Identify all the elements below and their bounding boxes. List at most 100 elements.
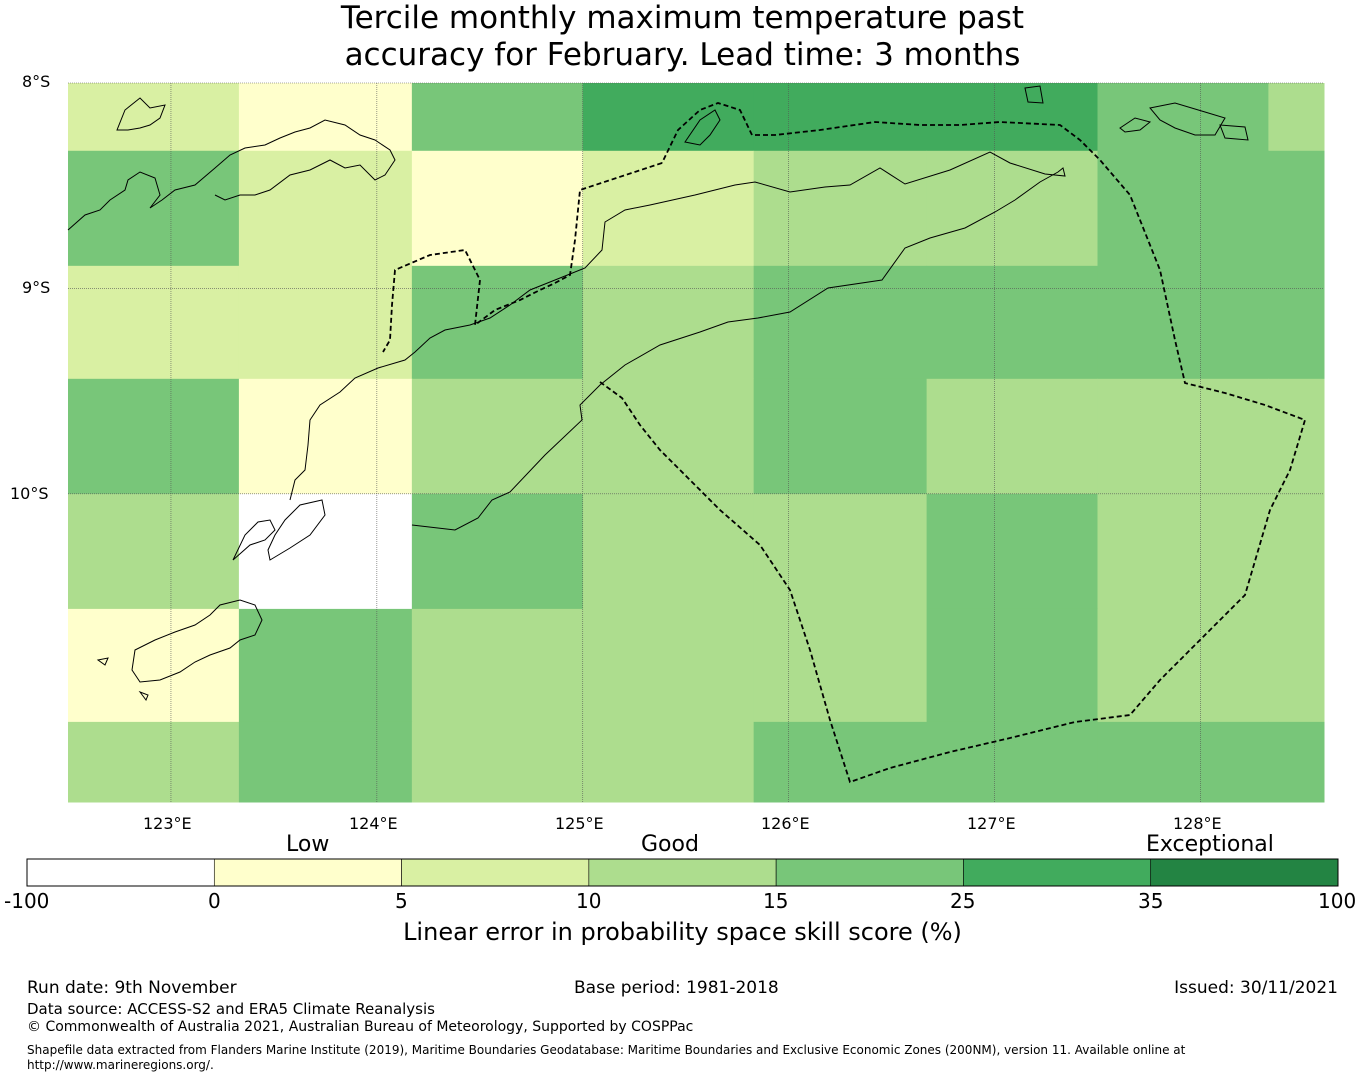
- skill-cell: [753, 608, 928, 723]
- lon-label-128e: 128°E: [1173, 814, 1222, 833]
- skill-cell: [1097, 493, 1269, 610]
- colorbar-tick-0: 0: [208, 889, 221, 913]
- timor-coastline: [289, 151, 1066, 531]
- colorbar-tick-10: 10: [576, 889, 602, 913]
- skill-cell: [926, 265, 1099, 380]
- shapefile-credit: Shapefile data extracted from Flanders M…: [27, 1043, 1185, 1073]
- small-islet: [1024, 85, 1044, 104]
- pantar-coastline: [116, 97, 166, 131]
- skill-cell: [68, 493, 240, 610]
- copyright: © Commonwealth of Australia 2021, Austra…: [27, 1019, 694, 1035]
- skill-cell: [753, 721, 928, 803]
- skill-cell: [582, 378, 755, 495]
- skill-cell: [1097, 150, 1269, 267]
- category-exceptional: Exceptional: [1146, 832, 1274, 857]
- skill-cell: [926, 608, 1099, 723]
- colorbar-label: Linear error in probability space skill …: [403, 918, 962, 946]
- skill-cell: [1097, 378, 1269, 495]
- lon-label-126e: 126°E: [761, 814, 810, 833]
- skill-cell: [1268, 265, 1325, 380]
- skill-grid: [68, 83, 1325, 803]
- skill-cell: [1097, 721, 1269, 803]
- skill-cell: [1268, 493, 1325, 610]
- roti-coastline: [232, 499, 326, 561]
- skill-cell: [68, 83, 240, 152]
- category-good: Good: [641, 832, 699, 857]
- skill-cell: [926, 493, 1099, 610]
- skill-cell: [238, 493, 413, 610]
- colorbar-segment: [588, 858, 777, 887]
- data-source: Data source: ACCESS-S2 and ERA5 Climate …: [27, 1000, 435, 1018]
- skill-cell: [1097, 608, 1269, 723]
- alor-coastline: [67, 119, 396, 231]
- colorbar-segment: [775, 858, 964, 887]
- colorbar-tick-15: 15: [763, 889, 789, 913]
- skill-cell: [68, 721, 240, 803]
- skill-cell: [238, 83, 413, 152]
- timor-leste-eez-boundary: [382, 162, 663, 353]
- skill-cell: [582, 150, 755, 267]
- colorbar-tick-minus100: -100: [4, 889, 50, 913]
- run-date: Run date: 9th November: [27, 978, 237, 998]
- skill-cell: [753, 150, 928, 267]
- skill-cell: [1268, 721, 1325, 803]
- colorbar-tick-25: 25: [950, 889, 976, 913]
- skill-cell: [582, 721, 755, 803]
- skill-cell: [753, 378, 928, 495]
- skill-cell: [1097, 265, 1269, 380]
- skill-cell: [582, 493, 755, 610]
- colorbar-segment: [26, 858, 215, 887]
- shapefile-credit-line-1: Shapefile data extracted from Flanders M…: [27, 1043, 1186, 1057]
- skill-cell: [926, 378, 1099, 495]
- shapefile-credit-line-2: http://www.marineregions.org/.: [27, 1058, 214, 1072]
- skill-cell: [926, 721, 1099, 803]
- lat-label-10s: 10°S: [10, 484, 49, 503]
- skill-cell: [238, 378, 413, 495]
- skill-cell: [582, 265, 755, 380]
- maritime-boundary: [382, 102, 1307, 784]
- category-low: Low: [286, 832, 330, 857]
- colorbar-tick-5: 5: [395, 889, 408, 913]
- colorbar-segment: [1150, 858, 1339, 887]
- skill-cell: [238, 265, 413, 380]
- skill-cell: [753, 493, 928, 610]
- sawu-coastline: [96, 599, 263, 702]
- lat-label-8s: 8°S: [22, 72, 51, 91]
- coastlines: [67, 85, 1249, 702]
- lon-label-127e: 127°E: [967, 814, 1016, 833]
- lon-label-125e: 125°E: [555, 814, 604, 833]
- lon-label-123e: 123°E: [143, 814, 192, 833]
- skill-cell: [1097, 83, 1269, 152]
- colorbar-tick-100: 100: [1318, 889, 1357, 913]
- skill-cell: [411, 265, 584, 380]
- skill-cell: [926, 150, 1099, 267]
- lon-label-124e: 124°E: [349, 814, 398, 833]
- skill-cell: [238, 150, 413, 267]
- colorbar: [26, 858, 1339, 887]
- skill-cell: [926, 83, 1099, 152]
- title-line-2: accuracy for February. Lead time: 3 mont…: [344, 37, 1021, 73]
- colorbar-segment: [213, 858, 402, 887]
- skill-cell: [1268, 378, 1325, 495]
- skill-cell: [582, 83, 755, 152]
- colorbar-frame: [26, 858, 1339, 887]
- skill-cell: [1268, 150, 1325, 267]
- base-period: Base period: 1981-2018: [574, 978, 779, 998]
- atauro-coastline: [684, 109, 721, 146]
- timor-leste-eez-boundary-south: [599, 102, 1307, 784]
- skill-cell: [411, 83, 584, 152]
- skill-cell: [68, 150, 240, 267]
- lat-label-9s: 9°S: [22, 278, 51, 297]
- skill-cell: [238, 721, 413, 803]
- skill-cell: [411, 721, 584, 803]
- issued-date: Issued: 30/11/2021: [1174, 978, 1338, 998]
- skill-cell: [582, 608, 755, 723]
- skill-cell: [68, 378, 240, 495]
- skill-cell: [411, 493, 584, 610]
- skill-cell: [1268, 83, 1325, 152]
- colorbar-segment: [963, 858, 1152, 887]
- skill-cell: [238, 608, 413, 723]
- skill-cell: [1268, 608, 1325, 723]
- colorbar-tick-35: 35: [1138, 889, 1164, 913]
- skill-cell: [411, 608, 584, 723]
